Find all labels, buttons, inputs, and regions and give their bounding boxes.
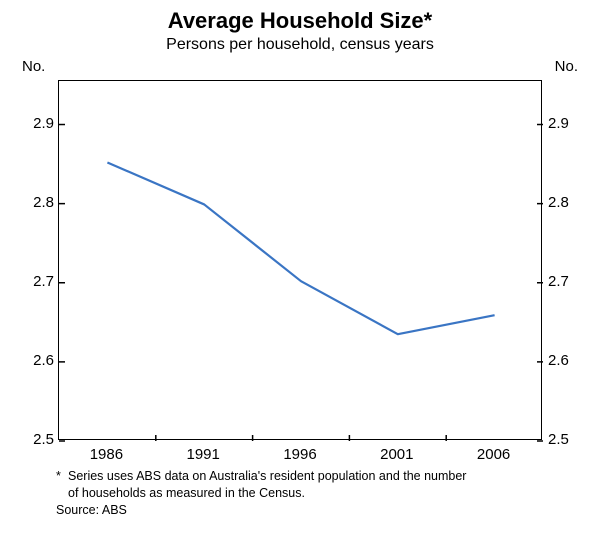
y-tick-label-right: 2.5 (548, 431, 588, 448)
y-tick-label-right: 2.6 (548, 352, 588, 369)
plot-area (58, 80, 542, 440)
footnote-line2: of households as measured in the Census. (56, 485, 466, 502)
footnote-source: Source: ABS (56, 502, 466, 519)
footnote-line1: *Series uses ABS data on Australia's res… (56, 468, 466, 485)
footnote: *Series uses ABS data on Australia's res… (56, 468, 466, 519)
x-tick-label: 1986 (76, 446, 136, 463)
y-tick-label-left: 2.9 (14, 115, 54, 132)
line-series (107, 162, 494, 334)
y-tick-label-right: 2.8 (548, 194, 588, 211)
y-tick-label-left: 2.7 (14, 273, 54, 290)
y-axis-label-right: No. (555, 58, 578, 75)
y-tick-label-right: 2.9 (548, 115, 588, 132)
footnote-star: * (56, 468, 68, 485)
chart-subtitle: Persons per household, census years (0, 36, 600, 54)
y-tick-label-left: 2.6 (14, 352, 54, 369)
y-tick-label-right: 2.7 (548, 273, 588, 290)
y-tick-label-left: 2.8 (14, 194, 54, 211)
plot-svg (59, 81, 543, 441)
x-tick-label: 1996 (270, 446, 330, 463)
y-axis-label-left: No. (22, 58, 45, 75)
x-tick-label: 2001 (367, 446, 427, 463)
footnote-text-1: Series uses ABS data on Australia's resi… (68, 469, 466, 483)
x-tick-label: 2006 (464, 446, 524, 463)
chart-title: Average Household Size* (0, 8, 600, 34)
x-tick-label: 1991 (173, 446, 233, 463)
chart-container: Average Household Size* Persons per hous… (0, 0, 600, 533)
y-tick-label-left: 2.5 (14, 431, 54, 448)
